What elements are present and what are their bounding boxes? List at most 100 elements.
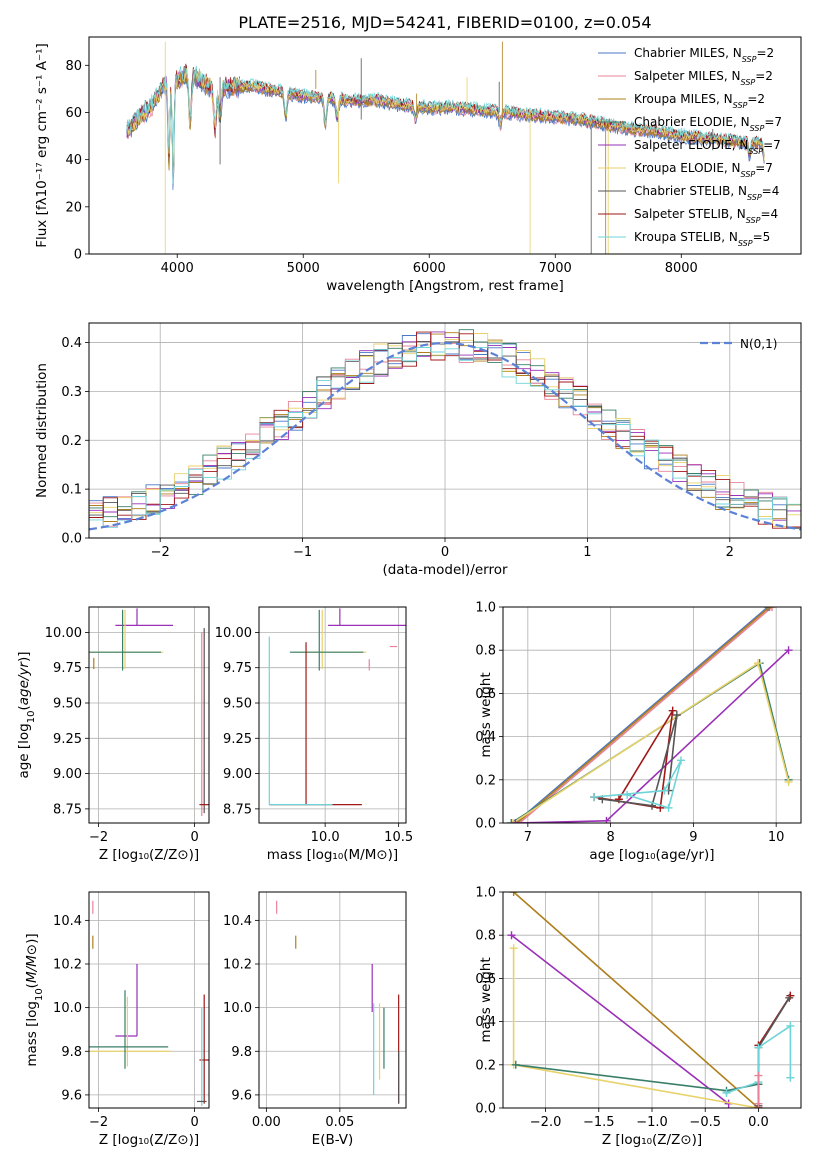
y-tick-label: 0.4 — [61, 336, 82, 351]
legend-label: Salpeter MILES, NSSP=2 — [634, 69, 773, 87]
y-tick-label: 0 — [74, 248, 82, 263]
x-tick-label: 0 — [190, 1115, 198, 1130]
y-tick-label: 20 — [65, 200, 82, 215]
legend-sub: SSP — [750, 124, 765, 133]
legend-label: Salpeter ELODIE, NSSP=7 — [634, 138, 781, 156]
legend-sub: SSP — [742, 55, 757, 64]
marker-plus — [784, 777, 793, 786]
normal-curve — [89, 341, 801, 531]
x-tick-label: 10.0 — [311, 830, 340, 845]
y-tick-label: 9.6 — [231, 1088, 252, 1103]
x-tick-label: 8 — [606, 830, 614, 845]
plot-area — [268, 608, 406, 806]
x-tick-label: 1 — [583, 545, 591, 560]
y-tick-label: 0.2 — [475, 1058, 496, 1073]
legend-nssp: =4 — [762, 184, 780, 198]
axes-frame — [258, 891, 407, 1109]
legend-nssp: =4 — [760, 207, 778, 221]
y-tick-label: 10.00 — [215, 626, 252, 641]
y-tick-label: 9.00 — [53, 767, 82, 782]
label-part: )] — [16, 651, 32, 662]
axes-frame — [88, 606, 210, 824]
weights-line-chabrier-stelib — [602, 714, 678, 807]
panel-residuals: −2 −1 0 1 2 0.0 0.1 0.2 0.3 0.4 (data-model)/error… — [34, 322, 802, 578]
marker-plus — [754, 1071, 763, 1080]
legend-label: Chabrier ELODIE, NSSP=7 — [634, 115, 782, 133]
weights-line-salpeter-elodie — [511, 934, 730, 1105]
y-axis-label: Flux [fλ10⁻¹⁷ erg cm⁻² s⁻¹ A⁻¹] — [34, 43, 50, 248]
weights-line-kroupa-elodie — [512, 948, 759, 1108]
y-tick-label: 9.8 — [231, 1045, 252, 1060]
marker-plus — [602, 816, 611, 823]
y-axis-label: age [log10(age/yr)] — [16, 651, 37, 778]
legend-nssp: =7 — [763, 138, 781, 152]
histogram-step-salpeter-elodie — [89, 331, 801, 521]
histogram-step-salpeter-stelib — [89, 331, 801, 529]
legend-nssp: =5 — [753, 230, 771, 244]
x-tick-label: 2 — [726, 545, 734, 560]
y-tick-label: 9.75 — [53, 661, 82, 676]
marker-plus — [784, 646, 793, 655]
y-tick-label: 0.1 — [61, 483, 82, 498]
x-tick-label: −0.5 — [689, 1115, 721, 1130]
x-tick-label: 0.05 — [325, 1115, 354, 1130]
legend-model-name: Kroupa MILES, N — [634, 92, 733, 106]
y-tick-label: 8.75 — [53, 802, 82, 817]
x-tick-label: 9 — [689, 830, 697, 845]
residuals-legend: N(0,1) — [700, 337, 777, 351]
axes-frame — [258, 606, 407, 824]
y-tick-label: 9.50 — [223, 697, 252, 712]
y-axis-label: mass [log10(M/M⊙)] — [24, 933, 45, 1066]
legend-model-name: Kroupa STELIB, N — [634, 230, 738, 244]
y-tick-label: 9.25 — [53, 732, 82, 747]
y-axis-label: mass weight — [478, 672, 494, 757]
legend-model-name: Salpeter MILES, N — [634, 69, 741, 83]
marker-plus — [508, 819, 517, 823]
x-tick-label: 7 — [524, 830, 532, 845]
y-tick-label: 40 — [65, 153, 82, 168]
y-tick-label: 9.75 — [223, 661, 252, 676]
x-tick-label: 0.00 — [252, 1115, 281, 1130]
x-axis-label: Z [log₁₀(Z/Z⊙)] — [99, 847, 199, 863]
y-tick-label: 0.0 — [475, 817, 496, 832]
marker-plus — [668, 706, 677, 715]
legend-label: N(0,1) — [740, 337, 777, 351]
x-tick-label: −2.0 — [530, 1115, 562, 1130]
histogram-step-kroupa-stelib — [89, 343, 801, 528]
chart-panels: 4000 5000 6000 7000 8000020406080wavelength … — [16, 36, 802, 1148]
marker-plus — [623, 790, 632, 799]
plot-area — [89, 329, 801, 531]
marker-plus — [511, 1060, 520, 1069]
label-part: 10 — [34, 988, 45, 1001]
legend-model-name: Kroupa ELODIE, N — [634, 161, 741, 175]
legend-nssp: =2 — [747, 92, 765, 106]
figure-title: PLATE=2516, MJD=54241, FIBERID=0100, z=0… — [238, 13, 651, 32]
marker-plus — [509, 892, 518, 896]
marker-plus — [786, 1073, 795, 1082]
legend-sub: SSP — [747, 193, 762, 202]
y-tick-label: 9.50 — [53, 697, 82, 712]
x-tick-label: −1 — [293, 545, 312, 560]
label-part: mass weight — [478, 672, 494, 757]
legend-model-name: Salpeter ELODIE, N — [634, 138, 748, 152]
marker-plus — [763, 607, 772, 611]
marker-plus — [507, 819, 516, 823]
y-tick-label: 10.2 — [223, 958, 252, 973]
y-tick-label: 0.8 — [475, 644, 496, 659]
y-tick-label: 0.4 — [475, 1015, 496, 1030]
x-tick-label: −1.0 — [636, 1115, 668, 1130]
label-part: ( — [16, 705, 32, 710]
y-tick-label: 0.0 — [475, 1102, 496, 1117]
y-tick-label: 0.6 — [475, 687, 496, 702]
weights-line-chabrier-elodie — [510, 661, 790, 823]
y-tick-label: 0.6 — [475, 972, 496, 987]
y-tick-label: 9.6 — [61, 1088, 82, 1103]
x-axis-label: wavelength [Angstrom, rest frame] — [326, 278, 564, 294]
weights-line-salpeter-miles — [519, 607, 773, 823]
weights-line-kroupa-miles — [513, 892, 759, 1108]
marker-plus — [509, 944, 518, 953]
weights-line-kroupa-miles — [516, 607, 771, 823]
legend-label: Chabrier MILES, NSSP=2 — [634, 46, 774, 64]
legend-sub: SSP — [741, 170, 756, 179]
